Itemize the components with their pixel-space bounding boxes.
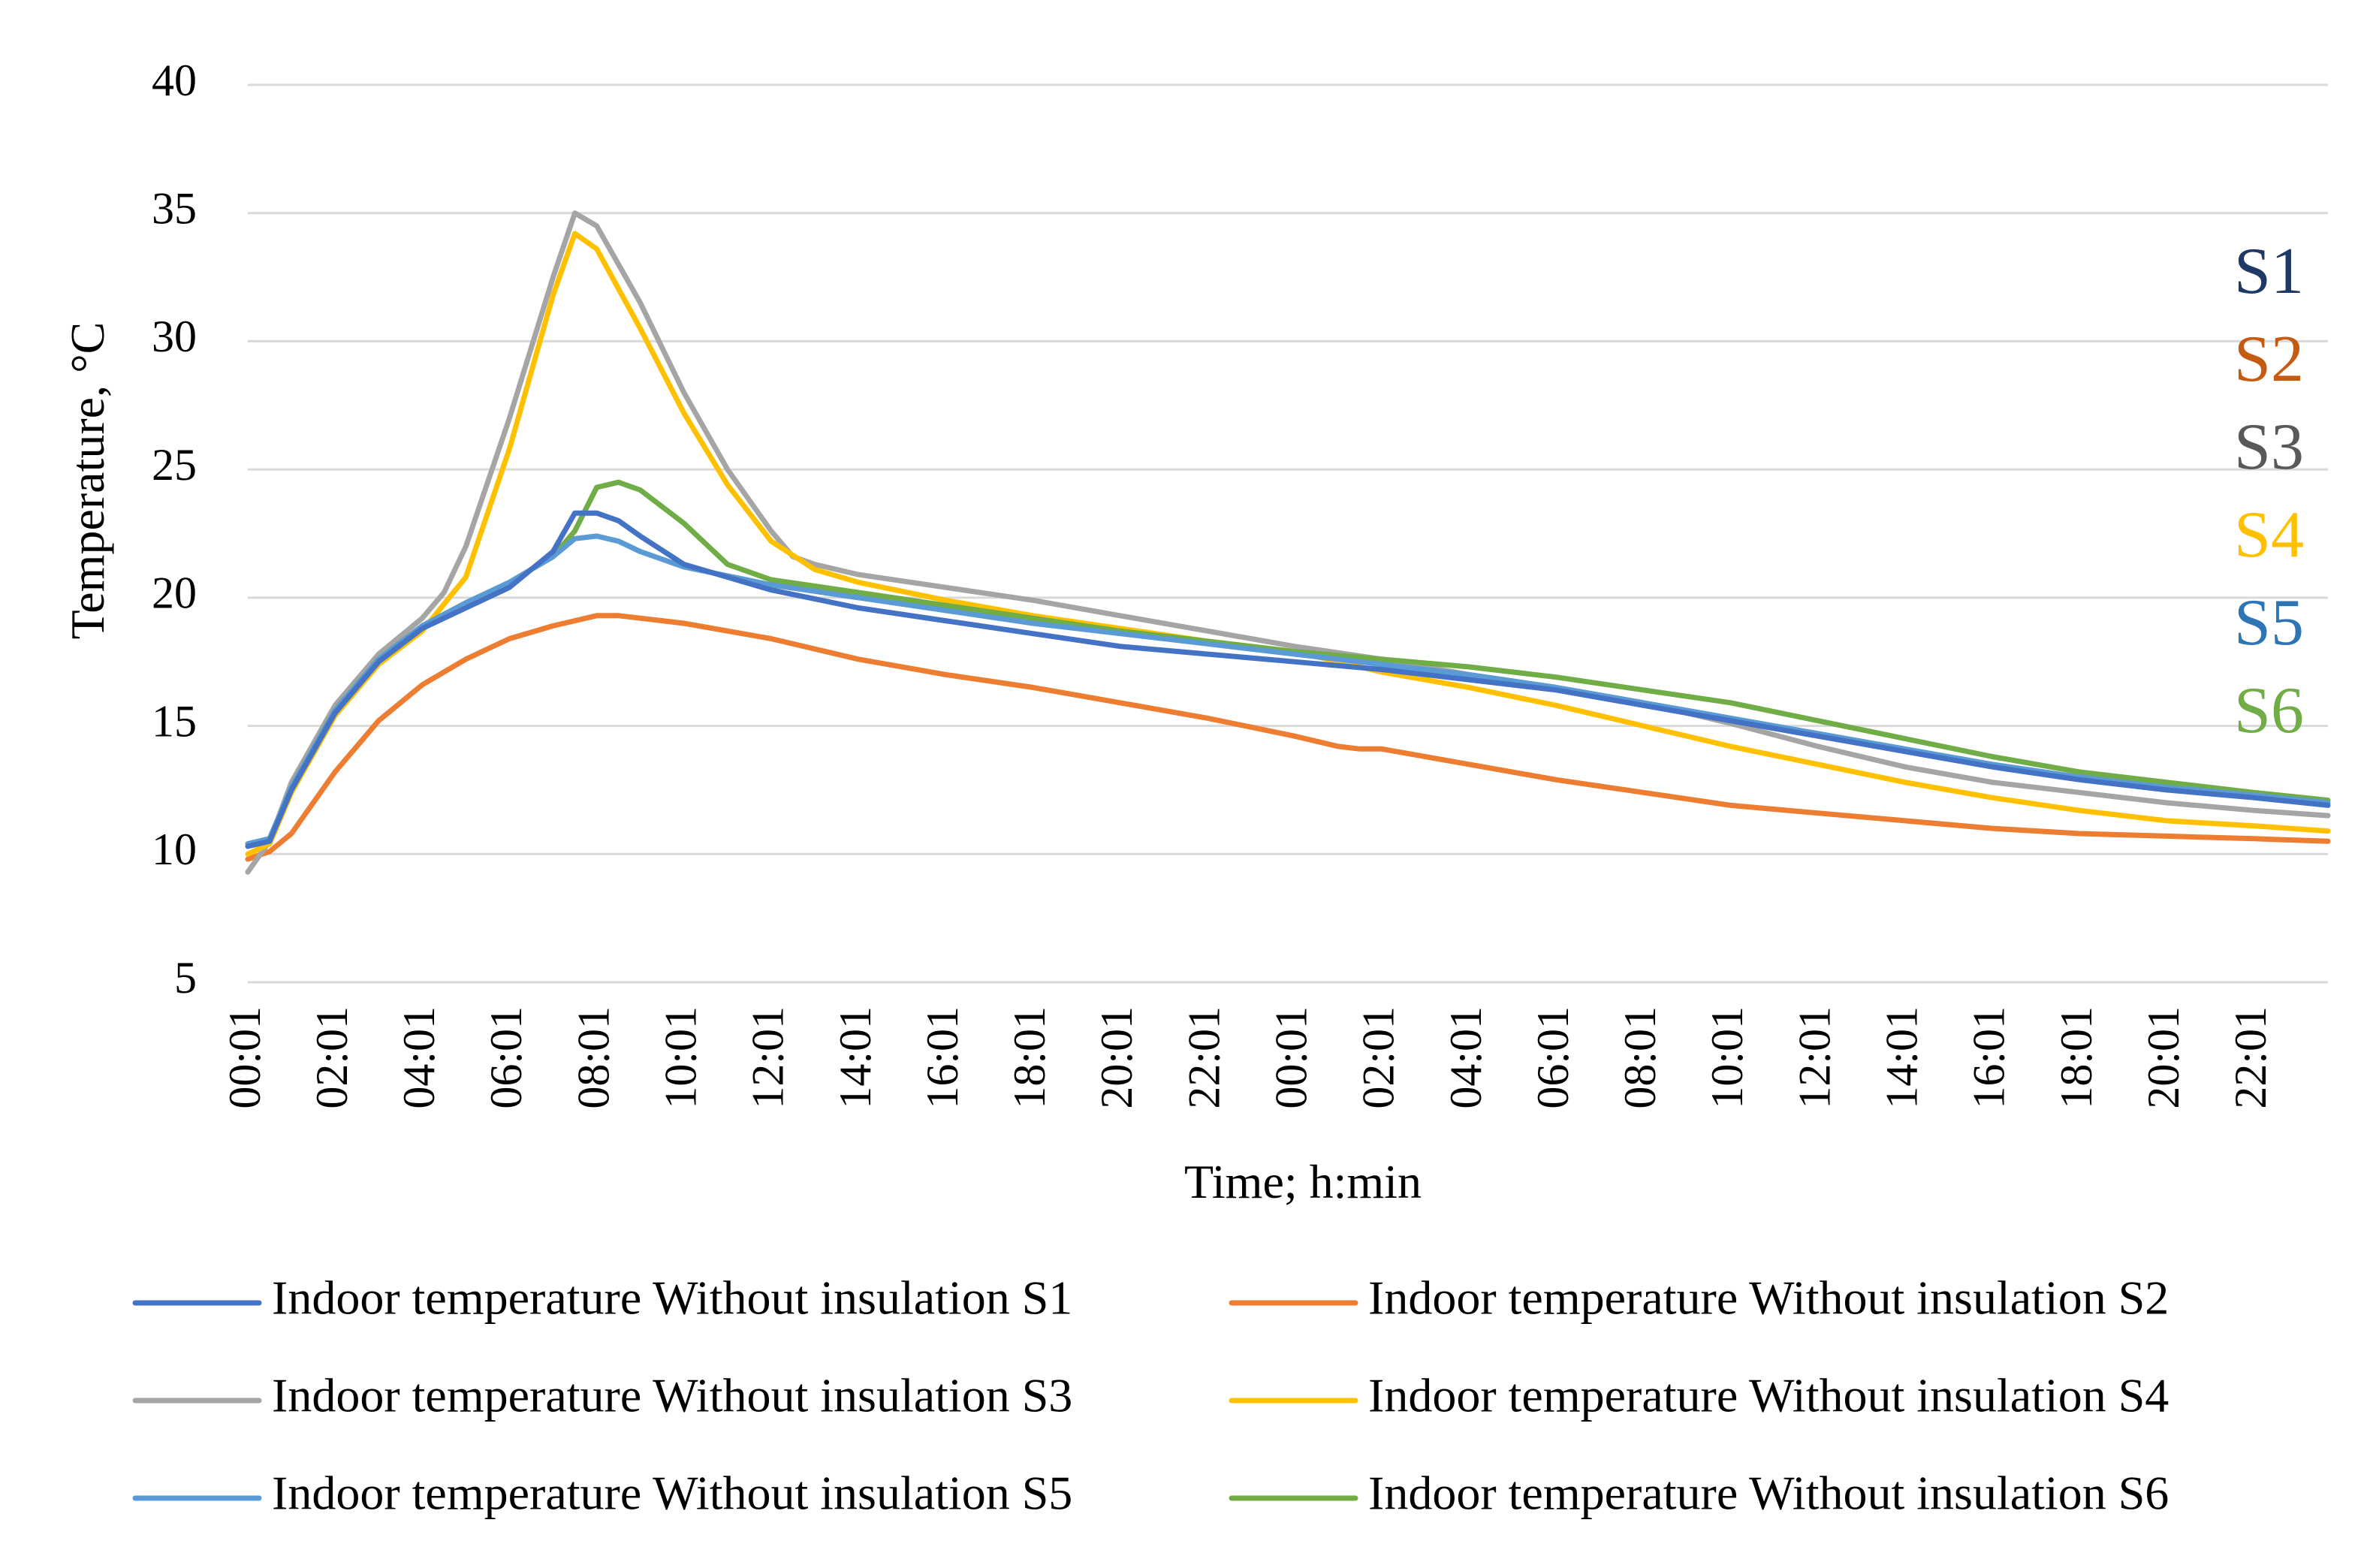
legend: Indoor temperature Without insulation S1… bbox=[132, 1271, 2169, 1520]
x-tick-label: 08:01 bbox=[568, 1006, 618, 1109]
series-lines bbox=[245, 210, 2331, 875]
y-axis-title: Temperature, °C bbox=[61, 322, 114, 640]
series-line-s2 bbox=[245, 613, 2331, 862]
y-tick-label: 30 bbox=[152, 312, 197, 361]
x-tick-label: 18:01 bbox=[2052, 1006, 2101, 1109]
x-tick-label: 12:01 bbox=[743, 1006, 793, 1109]
x-tick-label: 10:01 bbox=[1702, 1006, 1752, 1109]
side-label-s2: S2 bbox=[2234, 323, 2304, 396]
x-tick-label: 00:01 bbox=[220, 1006, 270, 1109]
x-tick-label: 16:01 bbox=[918, 1006, 967, 1109]
y-tick-label: 40 bbox=[152, 56, 197, 105]
side-label-s3: S3 bbox=[2234, 411, 2304, 484]
legend-label-s1: Indoor temperature Without insulation S1 bbox=[272, 1271, 1072, 1325]
x-tick-label: 20:01 bbox=[1092, 1006, 1141, 1109]
x-axis-title: Time; h:min bbox=[1184, 1155, 1422, 1208]
series-line-s1 bbox=[245, 510, 2331, 849]
x-tick-label: 20:01 bbox=[2139, 1006, 2188, 1109]
x-tick-label: 22:01 bbox=[2226, 1006, 2275, 1109]
legend-label-s5: Indoor temperature Without insulation S5 bbox=[272, 1467, 1072, 1520]
x-tick-label: 12:01 bbox=[1790, 1006, 1839, 1109]
x-tick-label: 02:01 bbox=[1354, 1006, 1404, 1109]
side-label-s4: S4 bbox=[2234, 499, 2304, 571]
y-tick-label: 35 bbox=[152, 183, 197, 233]
side-label-s6: S6 bbox=[2234, 674, 2304, 747]
y-tick-label: 10 bbox=[152, 825, 197, 874]
x-tick-label: 16:01 bbox=[1964, 1006, 2014, 1109]
y-tick-labels: 5 10 15 20 25 30 35 40 bbox=[152, 56, 197, 1003]
x-tick-label: 14:01 bbox=[831, 1006, 880, 1109]
x-tick-label: 06:01 bbox=[481, 1006, 531, 1109]
side-label-s5: S5 bbox=[2234, 586, 2304, 659]
x-tick-label: 06:01 bbox=[1528, 1006, 1578, 1109]
side-label-s1: S1 bbox=[2234, 235, 2304, 308]
x-tick-label: 22:01 bbox=[1179, 1006, 1229, 1109]
x-tick-labels: 00:01 02:01 04:01 06:01 08:01 10:01 12:01 14:01… bbox=[220, 1006, 2275, 1109]
x-tick-label: 08:01 bbox=[1615, 1006, 1665, 1109]
y-tick-label: 5 bbox=[174, 953, 197, 1003]
legend-label-s6: Indoor temperature Without insulation S6 bbox=[1368, 1467, 2169, 1520]
series-side-labels: S1 S2 S3 S4 S5 S6 bbox=[2234, 235, 2304, 747]
legend-label-s3: Indoor temperature Without insulation S3 bbox=[272, 1369, 1072, 1422]
x-tick-label: 00:01 bbox=[1266, 1006, 1316, 1109]
y-tick-label: 25 bbox=[152, 440, 197, 490]
x-tick-label: 14:01 bbox=[1877, 1006, 1926, 1109]
series-line-s4 bbox=[245, 231, 2331, 857]
series-line-s5 bbox=[245, 533, 2331, 847]
x-tick-label: 10:01 bbox=[656, 1006, 705, 1109]
x-tick-label: 18:01 bbox=[1005, 1006, 1054, 1109]
x-tick-label: 02:01 bbox=[307, 1006, 357, 1109]
gridlines bbox=[248, 83, 2328, 984]
x-tick-label: 04:01 bbox=[394, 1006, 444, 1109]
y-tick-label: 20 bbox=[152, 568, 197, 618]
legend-label-s2: Indoor temperature Without insulation S2 bbox=[1368, 1271, 2169, 1325]
y-tick-label: 15 bbox=[152, 696, 197, 746]
legend-label-s4: Indoor temperature Without insulation S4 bbox=[1368, 1369, 2169, 1422]
series-line-s3 bbox=[245, 210, 2331, 875]
x-tick-label: 04:01 bbox=[1441, 1006, 1491, 1109]
